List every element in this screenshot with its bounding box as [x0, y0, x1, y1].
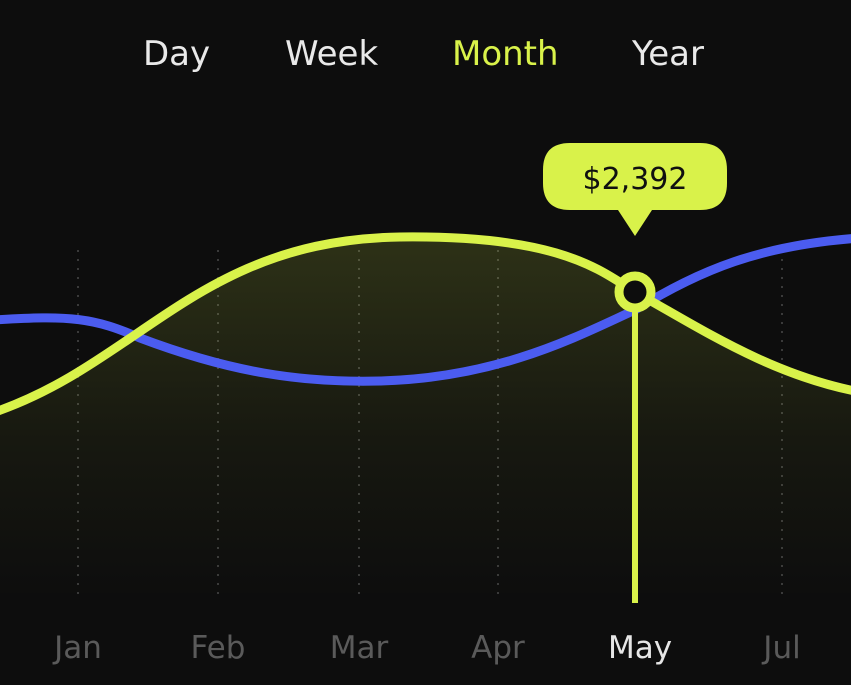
x-label-apr[interactable]: Apr: [471, 630, 525, 666]
tab-year[interactable]: Year: [632, 34, 704, 74]
value-tooltip: $2,392: [543, 143, 727, 236]
x-label-feb[interactable]: Feb: [191, 630, 246, 666]
x-label-jul[interactable]: Jul: [761, 630, 800, 666]
tab-day[interactable]: Day: [143, 34, 211, 74]
green-series-line: [0, 232, 851, 415]
tooltip-value: $2,392: [583, 162, 688, 197]
tab-month[interactable]: Month: [452, 34, 559, 74]
x-axis-labels: Jan Feb Mar Apr May Jul: [52, 630, 801, 666]
selected-point-marker[interactable]: [614, 271, 656, 313]
x-label-jan[interactable]: Jan: [52, 630, 102, 666]
tab-week[interactable]: Week: [285, 34, 379, 74]
blue-series-line: [0, 234, 851, 386]
x-label-mar[interactable]: Mar: [330, 630, 389, 666]
x-label-may[interactable]: May: [608, 630, 672, 666]
tooltip-bubble: [543, 143, 727, 236]
green-series-area: [0, 236, 851, 600]
period-tabs: Day Week Month Year: [0, 28, 851, 80]
